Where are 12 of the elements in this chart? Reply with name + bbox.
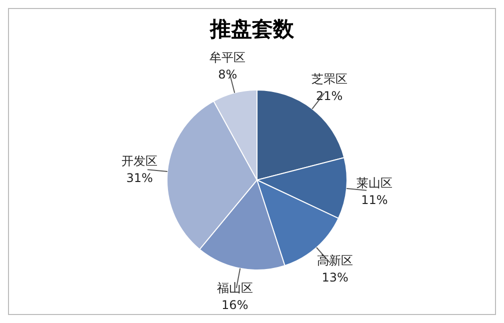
data-label: 16%	[222, 298, 248, 312]
data-label: 11%	[361, 193, 388, 208]
slice-label: 芝罘区	[311, 72, 348, 86]
data-label: 31%	[126, 170, 153, 185]
data-label: 8%	[218, 68, 238, 82]
slice-label: 高新区	[317, 254, 354, 268]
slice-label: 开发区	[122, 154, 158, 168]
chart-title: 推盘套数	[208, 16, 295, 43]
slice-label: 福山区	[216, 280, 253, 295]
slice-label: 牟平区	[210, 50, 246, 65]
data-label: 13%	[322, 270, 348, 285]
slice-label: 莱山区	[356, 176, 392, 190]
